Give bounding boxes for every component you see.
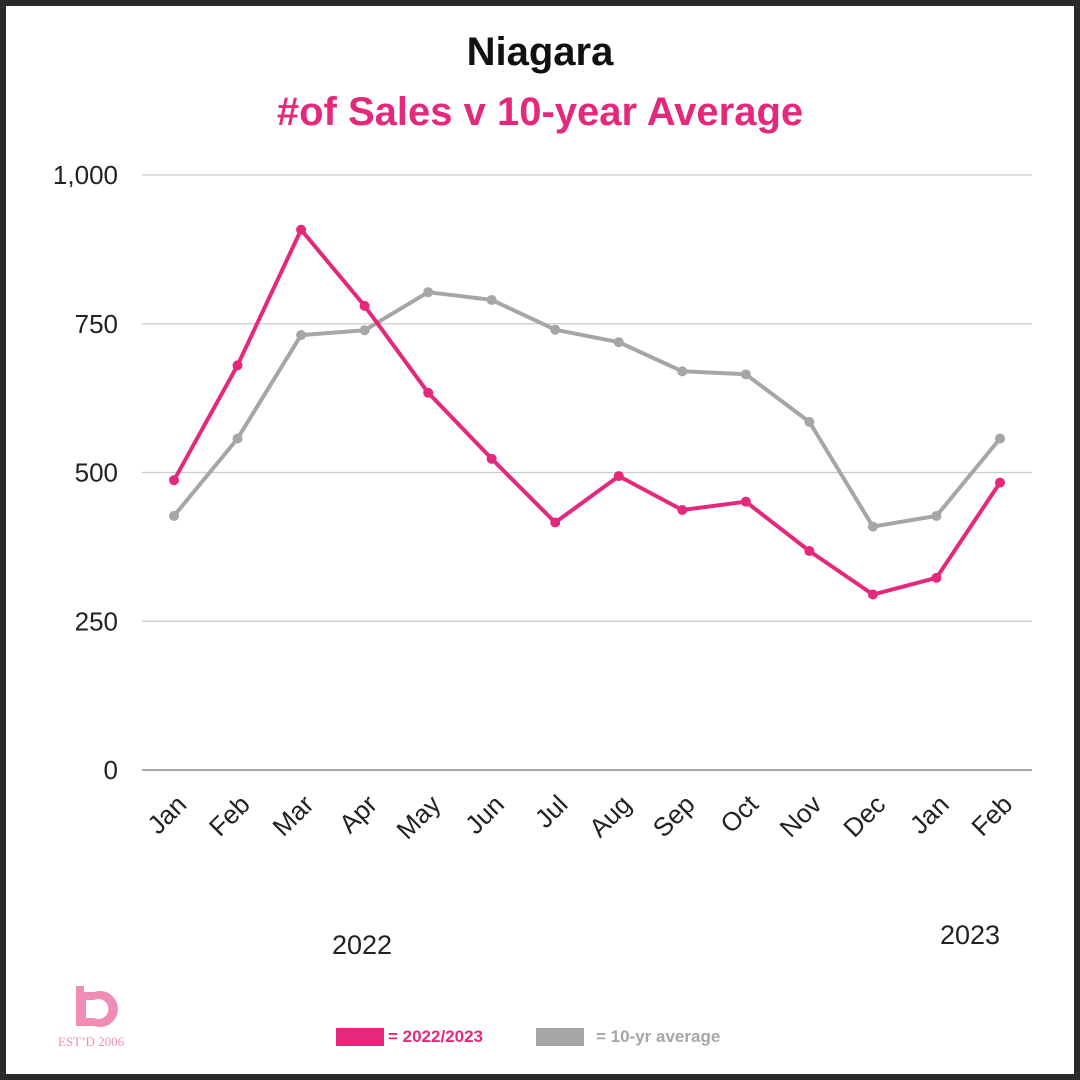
x-tick-label: Mar [266, 789, 319, 842]
data-point-primary [296, 224, 307, 235]
data-point-average [677, 366, 688, 377]
x-tick-label: Jun [459, 789, 510, 840]
data-point-primary [677, 504, 688, 515]
x-tick-label: Nov [774, 789, 828, 843]
x-tick-label: Jan [141, 789, 192, 840]
y-tick-label: 0 [104, 755, 118, 785]
x-axis-ticks: Jan Feb Mar Apr May Jun Jul Aug Sep Oct Nov Dec Jan F… [141, 788, 1018, 844]
data-point-average [169, 510, 179, 521]
y-tick-label: 1,000 [53, 160, 118, 190]
x-tick-label: Aug [583, 789, 637, 843]
grid-lines [142, 174, 1032, 771]
data-point-primary [359, 300, 370, 311]
legend-label-average: = 10-yr average [596, 1027, 721, 1046]
data-point-average [613, 337, 624, 348]
chart-title: Niagara [466, 30, 614, 74]
data-point-primary [550, 517, 561, 528]
x-tick-label: May [390, 789, 446, 845]
series-line-average [172, 290, 1002, 529]
logo-established-text: EST’D 2006 [58, 1034, 125, 1049]
series-line-primary [172, 227, 1002, 597]
legend-swatch-primary [336, 1028, 384, 1046]
b-logo-icon: EST’D 2006 [58, 986, 125, 1049]
data-point-average [931, 510, 942, 521]
y-axis-ticks: 0 250 500 750 1,000 [53, 160, 118, 785]
data-point-average [359, 325, 370, 336]
data-point-primary [867, 589, 878, 600]
x-tick-label: Feb [965, 789, 1018, 842]
chart-frame: Niagara #of Sales v 10-year Average 0 250… [6, 6, 1074, 1074]
data-point-primary [486, 453, 497, 464]
y-tick-label: 750 [75, 309, 118, 339]
year-label-2022: 2022 [332, 930, 393, 960]
data-point-primary [804, 546, 815, 557]
data-point-primary [740, 496, 751, 507]
data-point-average [423, 287, 434, 298]
legend-label-primary: = 2022/2023 [388, 1027, 484, 1046]
data-point-average [296, 330, 307, 341]
x-tick-label: Jul [529, 789, 574, 834]
data-point-average [740, 369, 751, 380]
data-point-primary [613, 471, 624, 482]
data-point-average [995, 433, 1005, 444]
data-point-average [550, 324, 561, 335]
y-tick-label: 250 [75, 606, 118, 636]
data-point-primary [931, 572, 942, 583]
chart-subtitle: #of Sales v 10-year Average [276, 90, 804, 134]
legend-swatch-average [536, 1028, 584, 1046]
x-tick-label: Apr [333, 789, 383, 839]
series-points [169, 224, 1005, 600]
x-tick-label: Oct [714, 788, 764, 838]
y-tick-label: 500 [75, 458, 118, 488]
data-point-average [867, 521, 878, 532]
legend-item-primary: = 2022/2023 [336, 1022, 483, 1052]
x-tick-label: Dec [837, 789, 891, 843]
x-tick-label: Jan [904, 789, 955, 840]
data-point-average [232, 433, 243, 444]
year-label-2023: 2023 [940, 920, 1001, 950]
legend-item-average: = 10-yr average [536, 1022, 720, 1052]
x-tick-label: Feb [203, 789, 256, 842]
data-point-primary [232, 360, 243, 371]
data-point-primary [169, 475, 179, 486]
data-point-primary [995, 477, 1005, 488]
data-point-average [486, 294, 497, 305]
data-point-primary [423, 387, 434, 398]
data-point-average [804, 416, 815, 427]
series-lines [172, 227, 1002, 597]
x-tick-label: Sep [647, 789, 701, 843]
